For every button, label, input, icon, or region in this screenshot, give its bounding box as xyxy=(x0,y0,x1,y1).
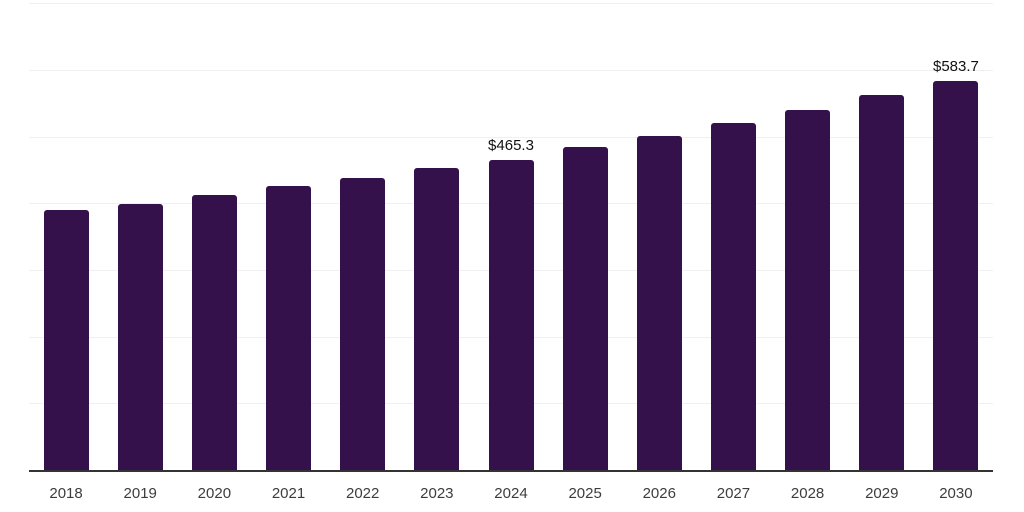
x-axis: 2018 2019 2020 2021 2022 2023 2024 2025 2026 2027… xyxy=(29,484,993,504)
bar-2019[interactable] xyxy=(117,203,163,470)
gridline-700 xyxy=(29,3,993,5)
x-tick-label-2028: 2028 xyxy=(790,485,825,502)
bar-2030[interactable] xyxy=(933,80,979,470)
x-tick-label-2030: 2030 xyxy=(939,485,973,502)
plot-area: $465.3 $583.7 xyxy=(29,0,993,472)
bar-value-label-2030: $583.7 xyxy=(932,57,979,75)
bar-2024[interactable] xyxy=(488,159,534,470)
bar-value-label-2024: $465.3 xyxy=(488,136,534,154)
gridline-500 xyxy=(29,136,993,138)
bar-2022[interactable] xyxy=(340,177,386,470)
x-tick-label-2024: 2024 xyxy=(494,485,528,502)
bar-2020[interactable] xyxy=(191,195,237,470)
bar-2027[interactable] xyxy=(710,123,756,470)
x-tick-label-2021: 2021 xyxy=(271,485,306,502)
x-tick-label-2027: 2027 xyxy=(716,485,751,502)
bar-2025[interactable] xyxy=(562,147,608,470)
x-tick-label-2026: 2026 xyxy=(642,485,676,502)
x-tick-label-2018: 2018 xyxy=(49,485,83,502)
bar-2023[interactable] xyxy=(414,168,460,470)
x-tick-label-2023: 2023 xyxy=(420,485,454,502)
gridline-600 xyxy=(29,70,993,71)
bar-2018[interactable] xyxy=(43,209,89,470)
x-tick-label-2025: 2025 xyxy=(568,485,602,502)
x-tick-label-2022: 2022 xyxy=(345,485,380,502)
bar-2026[interactable] xyxy=(636,135,682,470)
bar-2021[interactable] xyxy=(266,186,312,470)
x-tick-label-2029: 2029 xyxy=(865,485,899,502)
bar-2029[interactable] xyxy=(859,95,905,470)
bar-2028[interactable] xyxy=(785,109,831,470)
x-tick-label-2020: 2020 xyxy=(197,485,232,502)
x-tick-label-2019: 2019 xyxy=(123,485,157,502)
